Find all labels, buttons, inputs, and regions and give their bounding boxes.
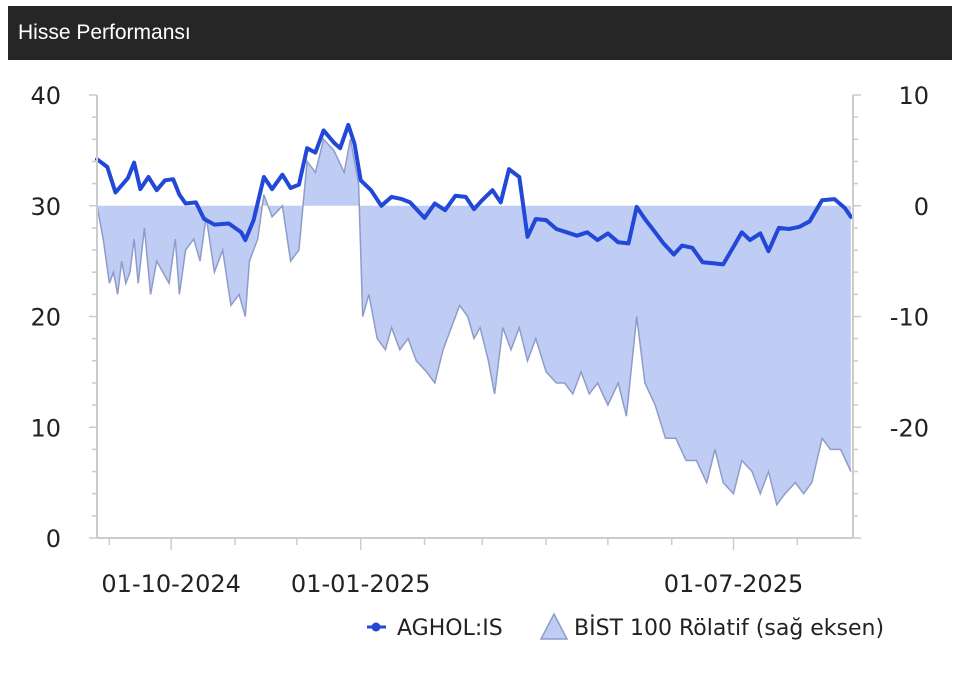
left-tick-label: 10 [30, 414, 61, 442]
price-line-series [95, 122, 853, 267]
relative-area-outline [96, 137, 852, 507]
axes [89, 94, 861, 550]
right-tick-label: -20 [890, 414, 929, 442]
chart-title: Hisse Performansı [18, 21, 191, 44]
chart-header: Hisse Performansı [8, 6, 952, 60]
legend-line-marker [371, 622, 381, 632]
legend: AGHOL:IS BİST 100 Rölatif (sağ eksen) [367, 612, 884, 641]
x-tick-label: 01-10-2024 [101, 570, 240, 598]
legend-triangle-symbol [539, 612, 569, 640]
left-tick-label: 40 [30, 82, 61, 110]
x-tick-label: 01-01-2025 [291, 570, 430, 598]
left-tick-label: 30 [30, 193, 61, 221]
left-tick-label: 0 [46, 525, 61, 553]
right-tick-label: 0 [914, 193, 929, 221]
x-tick-label: 01-07-2025 [664, 570, 803, 598]
right-tick-label: -10 [890, 304, 929, 332]
legend-label-aghol: AGHOL:IS [397, 616, 503, 641]
legend-label-bist100: BİST 100 Rölatif (sağ eksen) [574, 615, 884, 641]
relative-area-fill [97, 139, 851, 505]
aghol-price-line [95, 122, 853, 267]
left-tick-label: 20 [30, 304, 61, 332]
tick-labels: 40 30 20 10 0 10 0 -10 -20 01-10-2024 01-01-2025 01… [30, 82, 929, 598]
relative-area-series [96, 137, 852, 507]
right-tick-label: 10 [898, 82, 929, 110]
